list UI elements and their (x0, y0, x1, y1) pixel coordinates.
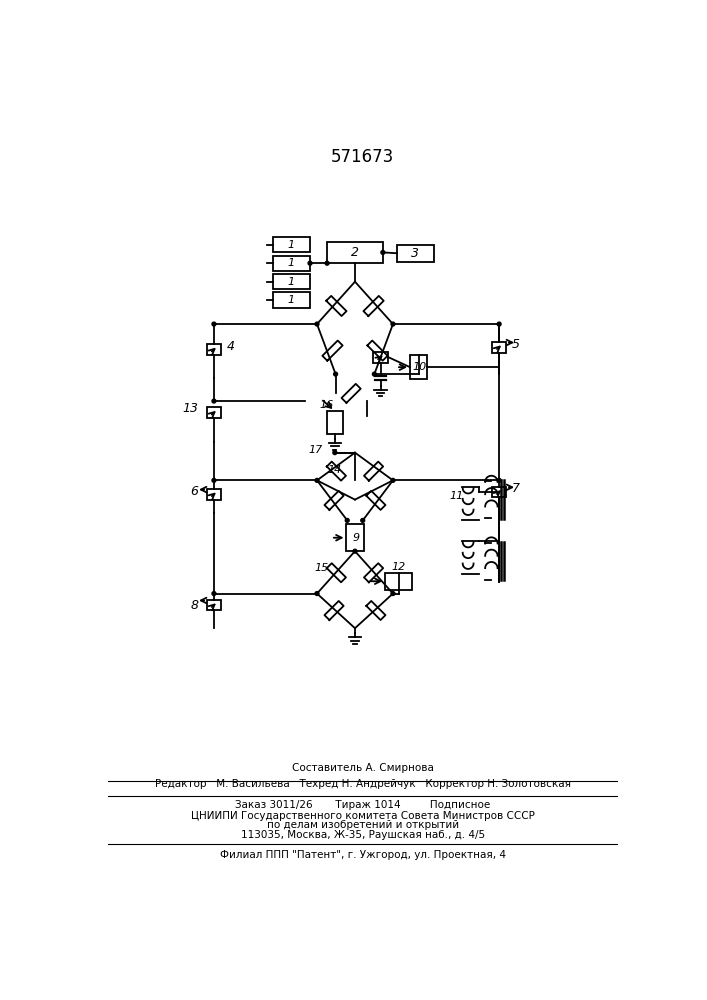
Circle shape (391, 592, 395, 595)
Text: 13: 13 (182, 402, 199, 415)
Bar (327, 242, 383, 263)
Text: 10: 10 (413, 362, 427, 372)
Circle shape (315, 592, 319, 595)
Circle shape (391, 478, 395, 482)
Circle shape (334, 372, 337, 376)
Circle shape (391, 322, 395, 326)
Circle shape (212, 322, 216, 326)
Bar (327, 411, 343, 434)
Bar (273, 256, 310, 271)
Text: 14: 14 (327, 465, 341, 475)
Text: 17: 17 (308, 445, 322, 455)
Text: Редактор   М. Васильева   Техред Н. Андрейчук   Корректор Н. Золотовская: Редактор М. Васильева Техред Н. Андрейчу… (155, 779, 571, 789)
Text: 1: 1 (288, 277, 295, 287)
Bar (492, 487, 506, 497)
Text: 8: 8 (190, 599, 199, 612)
Bar (207, 407, 221, 418)
Circle shape (212, 478, 216, 482)
Text: 6: 6 (190, 485, 199, 498)
Bar (492, 342, 506, 353)
Circle shape (353, 549, 357, 553)
Circle shape (212, 399, 216, 403)
Text: 15: 15 (315, 563, 329, 573)
Text: 9: 9 (353, 533, 360, 543)
Text: Составитель А. Смирнова: Составитель А. Смирнова (292, 763, 433, 773)
Circle shape (497, 322, 501, 326)
Circle shape (315, 478, 319, 482)
Circle shape (325, 261, 329, 265)
Text: по делам изобретений и открытий: по делам изобретений и открытий (267, 820, 459, 830)
Circle shape (308, 261, 312, 265)
Bar (410, 355, 427, 379)
Text: 113035, Москва, Ж-35, Раушская наб., д. 4/5: 113035, Москва, Ж-35, Раушская наб., д. … (240, 830, 485, 840)
Bar (373, 352, 388, 363)
Bar (273, 237, 310, 252)
Text: 2: 2 (351, 246, 359, 259)
Bar (273, 292, 310, 308)
Bar (207, 600, 221, 610)
Text: 12: 12 (392, 562, 406, 572)
Text: 7: 7 (512, 482, 520, 495)
Circle shape (373, 372, 376, 376)
Bar (207, 344, 221, 355)
Bar (207, 489, 221, 500)
Text: 1: 1 (288, 240, 295, 250)
Circle shape (212, 592, 216, 595)
Text: 3: 3 (411, 247, 419, 260)
Text: 11: 11 (450, 491, 464, 501)
Bar (346, 524, 363, 551)
Text: 1: 1 (288, 295, 295, 305)
Bar (385, 573, 412, 590)
Text: Заказ 3011/26       Тираж 1014         Подписное: Заказ 3011/26 Тираж 1014 Подписное (235, 800, 491, 810)
Circle shape (345, 518, 349, 522)
Circle shape (333, 451, 337, 455)
Circle shape (361, 518, 365, 522)
Text: 16: 16 (320, 400, 334, 410)
Text: 5: 5 (512, 338, 520, 351)
Circle shape (381, 251, 385, 254)
Text: 1: 1 (288, 258, 295, 268)
Text: 4: 4 (226, 340, 234, 353)
Text: ЦНИИПИ Государственного комитета Совета Министров СССР: ЦНИИПИ Государственного комитета Совета … (191, 811, 534, 821)
Bar (397, 245, 434, 262)
Circle shape (497, 478, 501, 482)
Text: 571673: 571673 (331, 148, 395, 166)
Text: Филиал ППП "Патент", г. Ужгород, ул. Проектная, 4: Филиал ППП "Патент", г. Ужгород, ул. Про… (220, 850, 506, 860)
Circle shape (315, 322, 319, 326)
Bar (273, 274, 310, 289)
